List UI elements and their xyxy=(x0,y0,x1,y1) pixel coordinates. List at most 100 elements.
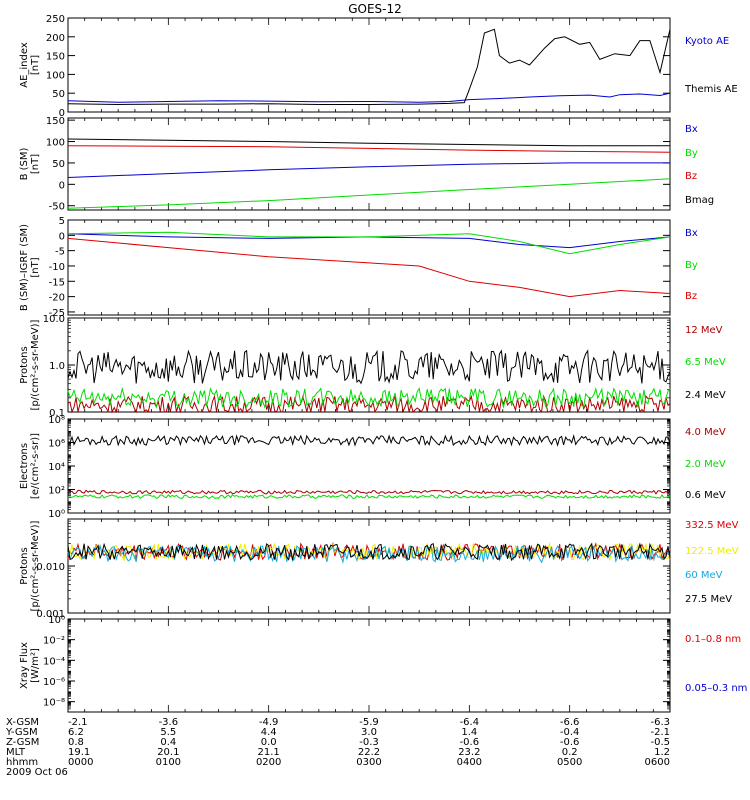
y-axis-title: Protons xyxy=(19,547,30,584)
legend-bmag: Bmag xyxy=(685,195,714,206)
figure-title: GOES-12 xyxy=(348,2,402,16)
orbit-value: -0.6 xyxy=(460,737,480,748)
y-tick-label: 200 xyxy=(46,33,65,44)
orbit-value: 0600 xyxy=(645,757,670,768)
legend-12-mev: 12 MeV xyxy=(685,325,723,336)
y-tick-label: 10⁻⁴ xyxy=(43,656,65,667)
series-line xyxy=(67,494,671,499)
y-tick-label: 0 xyxy=(59,231,65,242)
orbit-row-label: X-GSM xyxy=(6,717,39,728)
y-tick-label: 0.010 xyxy=(36,562,65,573)
y-tick-label: 10⁰ xyxy=(48,509,65,520)
panel-frame xyxy=(67,117,671,211)
y-tick-label: 100 xyxy=(46,70,65,81)
orbit-value: 6.2 xyxy=(68,727,84,738)
y-tick-label: 150 xyxy=(46,52,65,63)
legend-by: By xyxy=(685,260,698,271)
y-tick-label: 0.1 xyxy=(49,408,65,419)
panel-2: -50 0 50 100 150 B (SM) [nT] Bx By Bz Bmag xyxy=(19,116,714,213)
panel-5: 10⁰ 10² 10⁴ 10⁶ 10⁸ Electrons [e/(cm²-s-sr)] 4.… xyxy=(19,415,726,520)
y-axis-title: [e/(cm²-s-sr)] xyxy=(30,433,41,499)
orbit-value: -0.5 xyxy=(650,737,670,748)
legend-60-mev: 60 MeV xyxy=(685,570,723,581)
orbit-value: 5.5 xyxy=(160,727,176,738)
orbit-table: X-GSM -2.1 -3.6 -4.9 -5.9 -6.4 -6.6 -6.3 Y-GSM 6.… xyxy=(5,717,670,768)
legend-0-6-mev: 0.6 MeV xyxy=(685,490,726,501)
orbit-value: 21.1 xyxy=(258,747,280,758)
y-tick-label: -50 xyxy=(49,202,65,213)
date-label: 2009 Oct 06 xyxy=(6,767,68,778)
orbit-row-label: Z-GSM xyxy=(6,737,39,748)
y-axis-title: B (SM) xyxy=(19,147,30,180)
y-tick-label: 5 xyxy=(59,216,65,227)
legend-kyoto-ae: Kyoto AE xyxy=(685,36,729,47)
orbit-value: 0400 xyxy=(457,757,482,768)
series-line xyxy=(67,178,671,209)
series-line xyxy=(67,489,671,495)
y-tick-label: 50 xyxy=(52,89,65,100)
legend-332-5-mev: 332.5 MeV xyxy=(685,520,739,531)
orbit-value: 20.1 xyxy=(157,747,179,758)
panel-6: 0.001 0.010 Protons [p/(cm²-s-sr-MeV)] 332.5… xyxy=(19,518,739,620)
orbit-value: 0200 xyxy=(256,757,281,768)
orbit-row-label: hhmm xyxy=(6,757,38,768)
y-tick-label: 1.0 xyxy=(49,361,65,372)
orbit-value: 19.1 xyxy=(68,747,90,758)
y-axis-title: Electrons xyxy=(19,443,30,489)
y-tick-label: 250 xyxy=(46,14,65,25)
y-axis-title: [nT] xyxy=(30,154,41,174)
y-tick-label: 10⁻⁸ xyxy=(43,698,65,709)
y-tick-label: 10⁴ xyxy=(48,462,65,473)
orbit-value: -6.4 xyxy=(460,717,480,728)
legend-bx: Bx xyxy=(685,228,698,239)
y-tick-label: 10⁸ xyxy=(48,415,65,426)
series-line xyxy=(67,544,671,564)
orbit-value: 0100 xyxy=(156,757,181,768)
orbit-value: 4.4 xyxy=(261,727,277,738)
legend-0-1-0-8-nm: 0.1–0.8 nm xyxy=(685,634,741,645)
series-line xyxy=(67,386,671,409)
legend-bx: Bx xyxy=(685,124,698,135)
panel-3: -25 -20 -15 -10 -5 0 5 B (SM)–IGRF (SM) [nT] Bx By… xyxy=(19,216,698,319)
y-tick-label: 50 xyxy=(52,159,65,170)
panel-1: 0 50 100 150 200 250 AE_index [nT] Kyoto AE Themi… xyxy=(19,14,738,119)
series-line xyxy=(67,237,671,298)
orbit-value: 0300 xyxy=(356,757,381,768)
legend-4-0-mev: 4.0 MeV xyxy=(685,427,726,438)
orbit-row-label: Y-GSM xyxy=(5,727,38,738)
y-tick-label: 10² xyxy=(48,486,65,497)
y-tick-label: -20 xyxy=(49,293,65,304)
series-line xyxy=(67,542,671,562)
orbit-value: 0.4 xyxy=(160,737,176,748)
orbit-value: -6.3 xyxy=(650,717,670,728)
y-tick-label: -10 xyxy=(49,262,65,273)
y-tick-label: -15 xyxy=(49,277,65,288)
legend-bz: Bz xyxy=(685,171,697,182)
y-axis-title: AE_index xyxy=(19,42,30,88)
y-axis-title: [W/m²] xyxy=(30,648,41,683)
y-tick-label: 10.0 xyxy=(43,314,65,325)
orbit-row-label: MLT xyxy=(6,747,26,758)
y-tick-label: 10⁻⁶ xyxy=(43,677,65,688)
series-line xyxy=(67,28,671,106)
orbit-value: -2.1 xyxy=(68,717,88,728)
y-tick-label: 150 xyxy=(46,116,65,127)
y-tick-label: 0 xyxy=(59,180,65,191)
panel-frame xyxy=(67,518,671,614)
series-line xyxy=(67,349,671,385)
legend-by: By xyxy=(685,148,698,159)
orbit-value: 0.8 xyxy=(68,737,84,748)
y-tick-label: 10⁰ xyxy=(48,615,65,626)
y-tick-label: -25 xyxy=(49,308,65,319)
panel-7: 10⁻⁸ 10⁻⁶ 10⁻⁴ 10⁻² 10⁰ Xray Flux [W/m²] 0.1–0.… xyxy=(19,615,747,713)
orbit-value: 0.2 xyxy=(562,747,578,758)
legend-122-5-mev: 122.5 MeV xyxy=(685,546,739,557)
series-line xyxy=(67,231,671,255)
orbit-value: -0.3 xyxy=(359,737,379,748)
legend-themis-ae: Themis AE xyxy=(684,84,738,95)
y-axis-title: B (SM)–IGRF (SM) xyxy=(19,224,30,311)
y-tick-label: 10⁻² xyxy=(43,636,65,647)
panel-frame xyxy=(67,219,671,316)
